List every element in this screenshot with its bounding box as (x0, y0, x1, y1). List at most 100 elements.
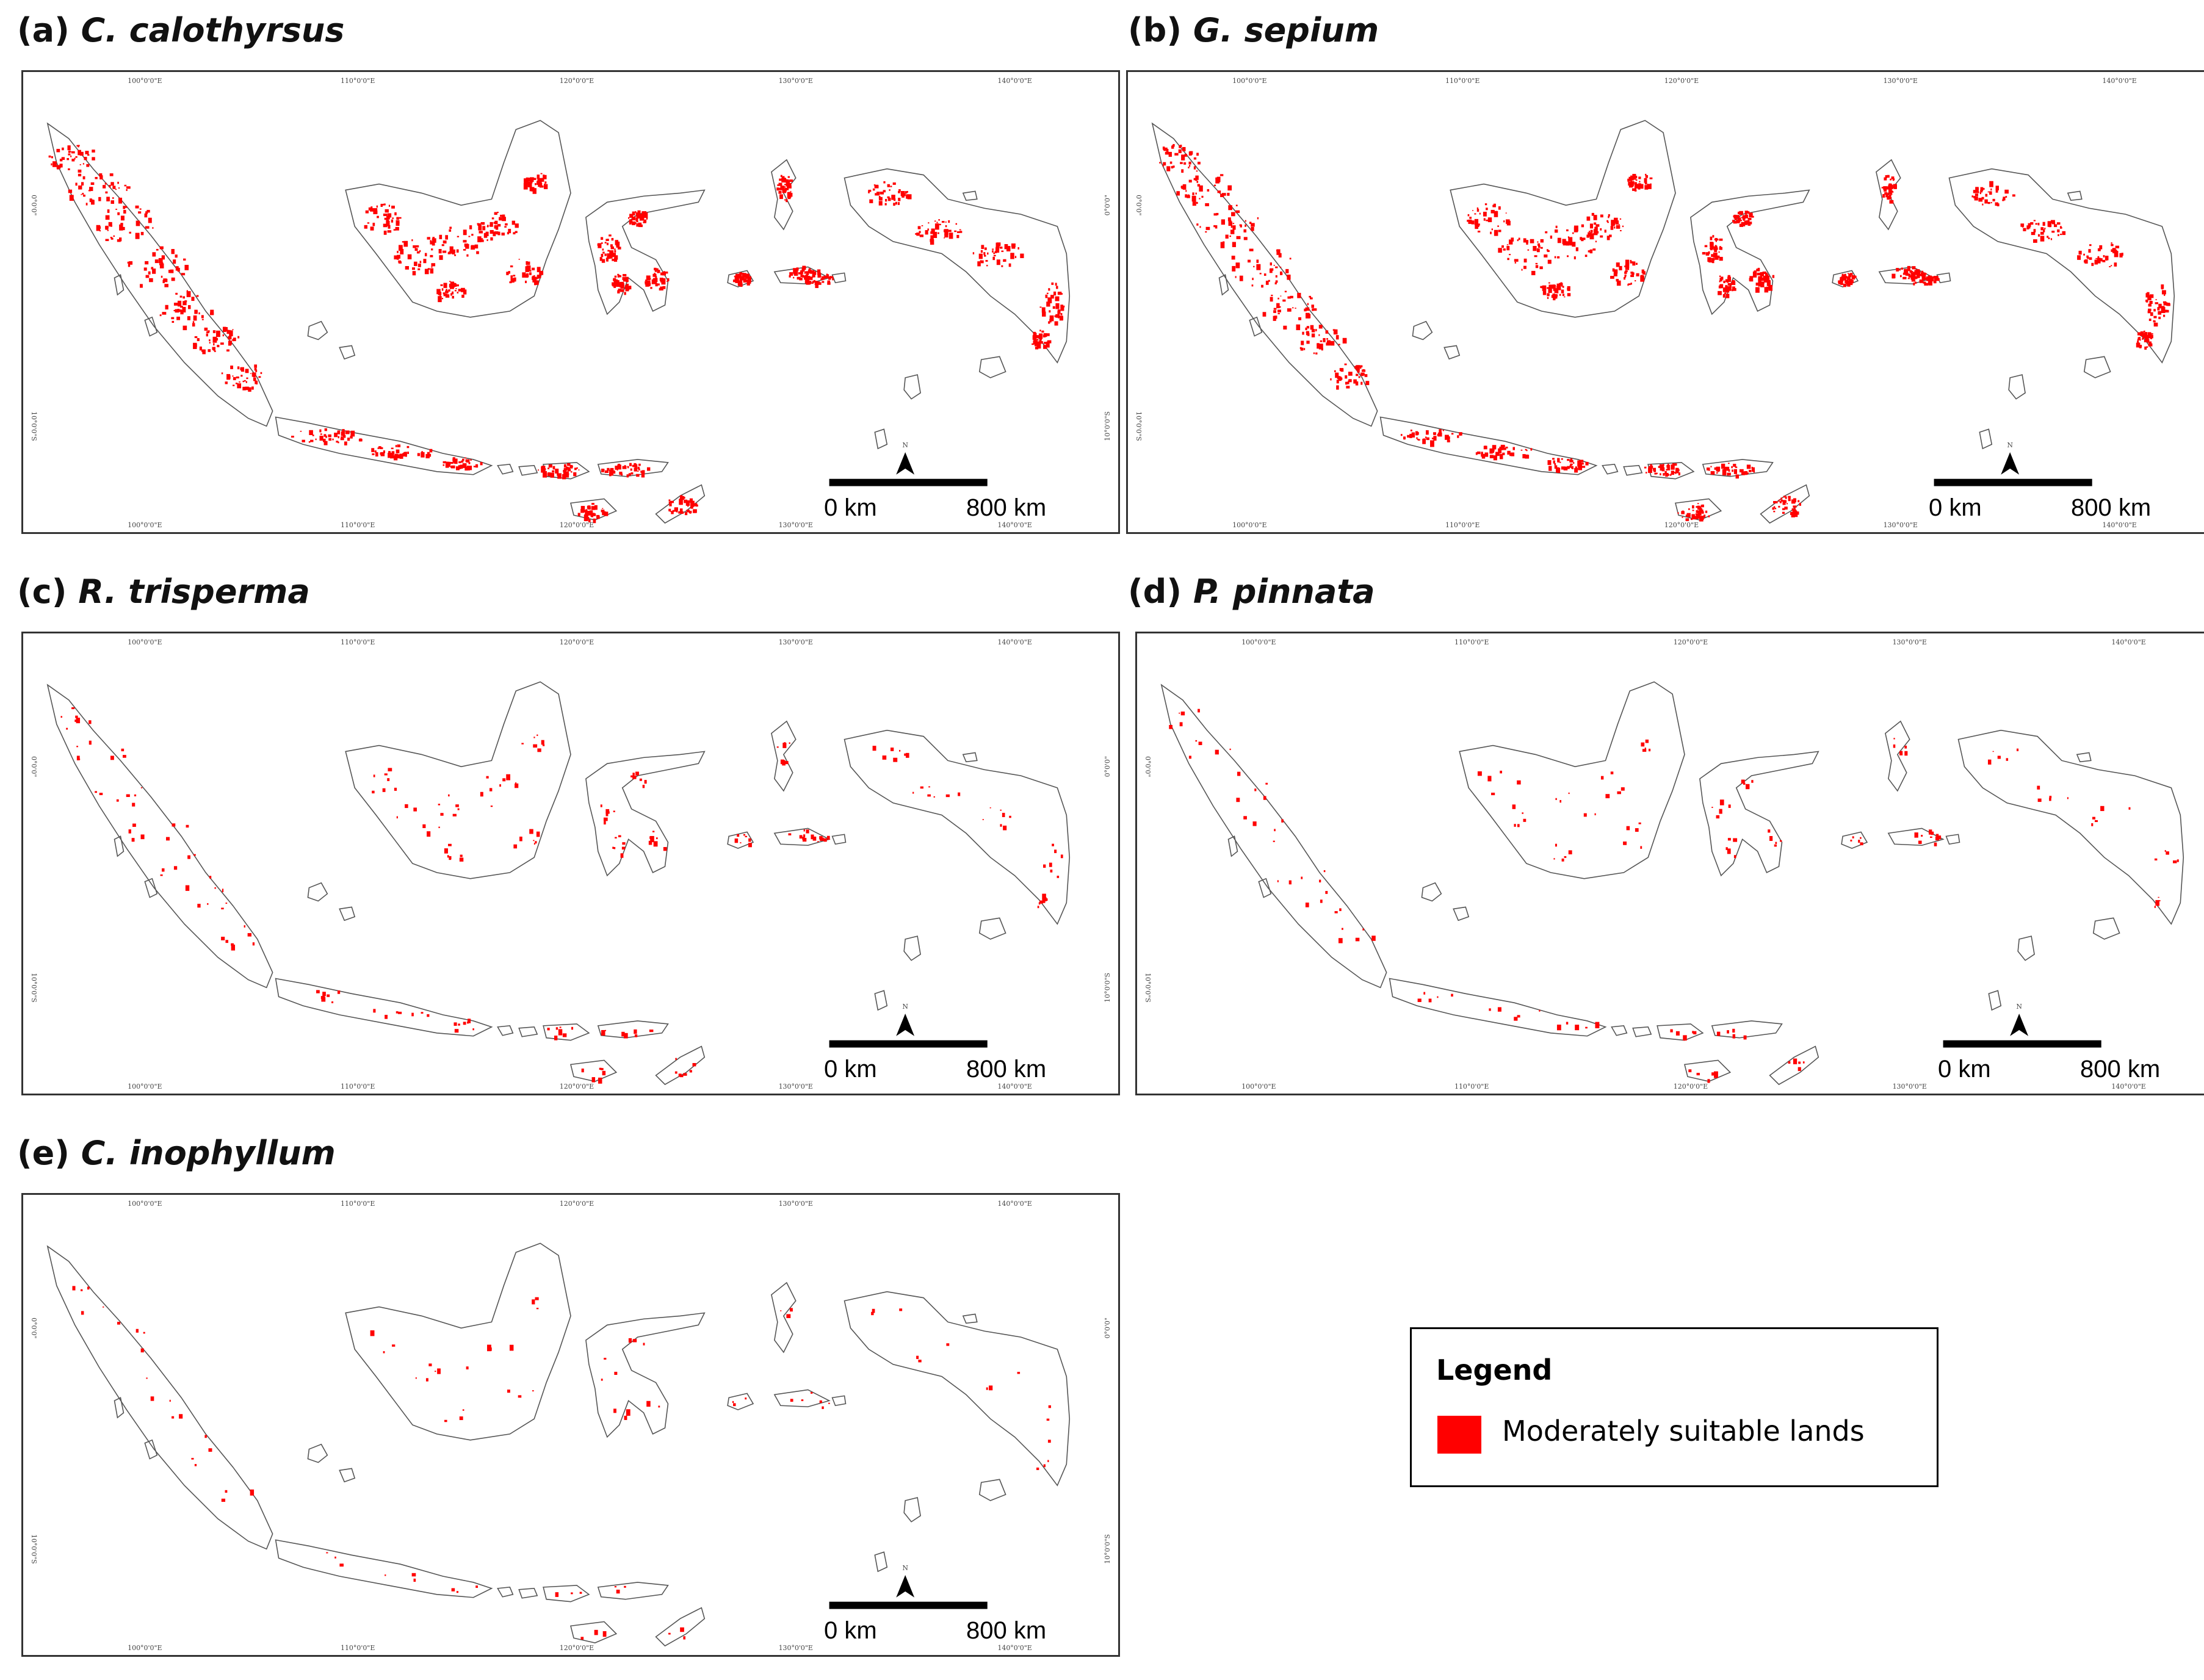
suitable-patch (2111, 242, 2112, 244)
suitable-patch (1648, 748, 1651, 752)
suitable-patch (199, 346, 202, 351)
suitable-patch (128, 829, 131, 834)
suitable-patch (534, 281, 538, 283)
suitable-patch (121, 748, 125, 752)
suitable-patch (1710, 242, 1713, 247)
suitable-patch (644, 780, 647, 784)
map-svg: 100°0'0"E100°0'0"E110°0'0"E110°0'0"E120°… (30, 638, 1111, 1091)
suitable-patch (1198, 162, 1201, 165)
suitable-patch (1841, 273, 1844, 275)
suitable-patch (1301, 341, 1304, 345)
suitable-patch (444, 1419, 447, 1422)
suitable-patch (1502, 452, 1505, 455)
lon-label-top: 120°0'0"E (560, 638, 594, 646)
suitable-patch (197, 904, 201, 908)
suitable-patch (1196, 223, 1199, 226)
suitable-patch (464, 243, 469, 247)
suitable-patch (1548, 287, 1552, 294)
suitable-patch (2141, 331, 2144, 334)
suitable-patch (1047, 297, 1052, 303)
suitable-patch (588, 519, 591, 522)
suitable-patch (806, 271, 809, 275)
suitable-patch (1608, 215, 1610, 218)
suitable-patch (1467, 214, 1470, 217)
suitable-patch (1589, 233, 1594, 240)
suitable-patch (145, 226, 150, 229)
suitable-patch (194, 336, 198, 339)
suitable-patch (1722, 469, 1725, 472)
island-buru (727, 831, 754, 849)
suitable-patch (456, 1591, 459, 1593)
suitable-patch (1699, 507, 1702, 509)
suitable-patch (2103, 254, 2105, 258)
suitable-patch (124, 184, 127, 187)
suitable-patch (213, 347, 215, 351)
suitable-patch (146, 209, 150, 213)
island-seram (1887, 827, 1945, 846)
suitable-patch (397, 444, 401, 447)
suitable-patch (463, 289, 467, 295)
map-svg: 100°0'0"E100°0'0"E110°0'0"E110°0'0"E120°… (30, 1200, 1111, 1652)
suitable-patch (437, 1368, 441, 1374)
suitable-patch (1049, 310, 1051, 313)
suitable-patch (1567, 466, 1570, 469)
suitable-patch (415, 1377, 417, 1379)
suitable-patch (171, 277, 175, 281)
suitable-patch (2144, 346, 2147, 350)
suitable-patch (1187, 195, 1190, 198)
suitable-patch (1622, 225, 1624, 228)
suitable-patch (1772, 275, 1775, 278)
suitable-patch (2099, 245, 2103, 250)
suitable-patch (746, 281, 748, 284)
suitable-patch (1039, 900, 1043, 904)
suitable-patch (571, 1592, 573, 1595)
suitable-patch (1744, 220, 1747, 225)
suitable-patch (2137, 341, 2139, 343)
suitable-patch (584, 514, 588, 521)
suitable-patch (494, 225, 499, 228)
suitable-patch (934, 223, 939, 230)
suitable-patch (1312, 308, 1314, 311)
suitable-patch (1708, 469, 1710, 471)
suitable-patch (163, 278, 168, 283)
suitable-patch (1185, 194, 1188, 198)
island-tanimbar (1979, 428, 1993, 450)
suitable-patch (445, 463, 449, 468)
suitable-patch (585, 511, 588, 513)
suitable-patch (165, 305, 168, 310)
suitable-patch (1495, 452, 1500, 456)
suitable-patch (159, 263, 164, 269)
suitable-patch (1196, 170, 1198, 172)
suitable-patch (900, 190, 905, 196)
suitable-patch (875, 185, 879, 189)
suitable-patch (669, 503, 672, 507)
suitable-patch (1924, 283, 1929, 286)
suitable-patch (1426, 437, 1429, 441)
suitable-patch (921, 225, 923, 226)
suitable-patch (1908, 275, 1912, 278)
suitable-patch (1181, 186, 1185, 189)
suitable-patch (1166, 149, 1169, 153)
suitable-patch (1640, 184, 1644, 189)
suitable-patch (2077, 255, 2081, 260)
suitable-patch (1881, 187, 1884, 189)
suitable-patch (135, 233, 140, 239)
suitable-patch (140, 232, 144, 236)
suitable-patch (242, 386, 246, 391)
suitable-patch (1744, 211, 1749, 214)
lon-label-bottom: 120°0'0"E (560, 1644, 594, 1652)
suitable-patch (1236, 236, 1241, 239)
suitable-patch (2139, 339, 2141, 341)
suitable-patch (1780, 840, 1782, 842)
suitable-patch (1911, 273, 1916, 278)
suitable-patch (438, 249, 442, 254)
suitable-patch (95, 176, 98, 179)
suitable-patch (547, 472, 551, 477)
suitable-patch (1477, 231, 1481, 233)
island-buru (727, 1393, 754, 1411)
suitable-patch (1235, 210, 1240, 213)
suitable-patch (1656, 472, 1658, 474)
suitable-patch (78, 145, 79, 148)
suitable-patch (312, 434, 314, 436)
suitable-patch (1727, 276, 1732, 283)
